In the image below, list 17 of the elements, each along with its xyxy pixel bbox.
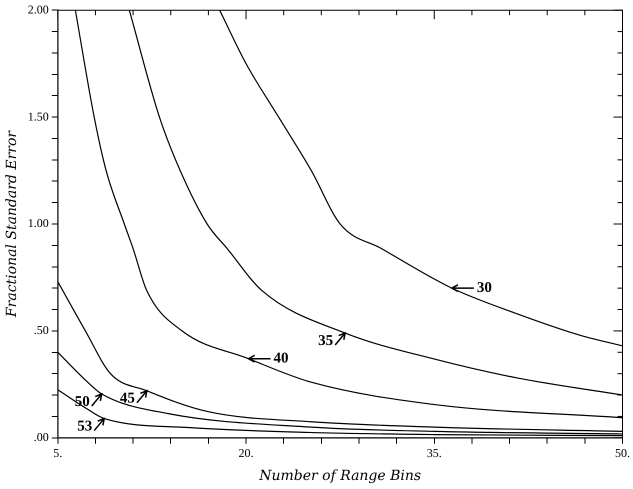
x-tick-label: 5. — [53, 446, 62, 460]
x-tick-label: 50. — [615, 446, 630, 460]
annotation: 50 — [74, 394, 90, 410]
y-tick-label: .00 — [34, 430, 49, 444]
annotation: 30 — [476, 280, 492, 296]
y-tick-label: .50 — [34, 323, 49, 338]
y-tick-label: 1.50 — [28, 109, 49, 124]
x-tick-label: 35. — [426, 446, 442, 460]
x-tick-label: 20. — [238, 446, 254, 460]
annotation: 40 — [274, 350, 289, 367]
x-axis-title: Number of Range Bins — [258, 468, 422, 484]
annotation: 53 — [77, 418, 92, 434]
y-axis-title: Fractional Standard Error — [4, 130, 20, 318]
annotation: 45 — [120, 390, 135, 407]
y-tick-label: 2.00 — [28, 2, 49, 16]
annotation: 35 — [318, 332, 334, 349]
y-tick-label: 1.00 — [28, 216, 49, 230]
